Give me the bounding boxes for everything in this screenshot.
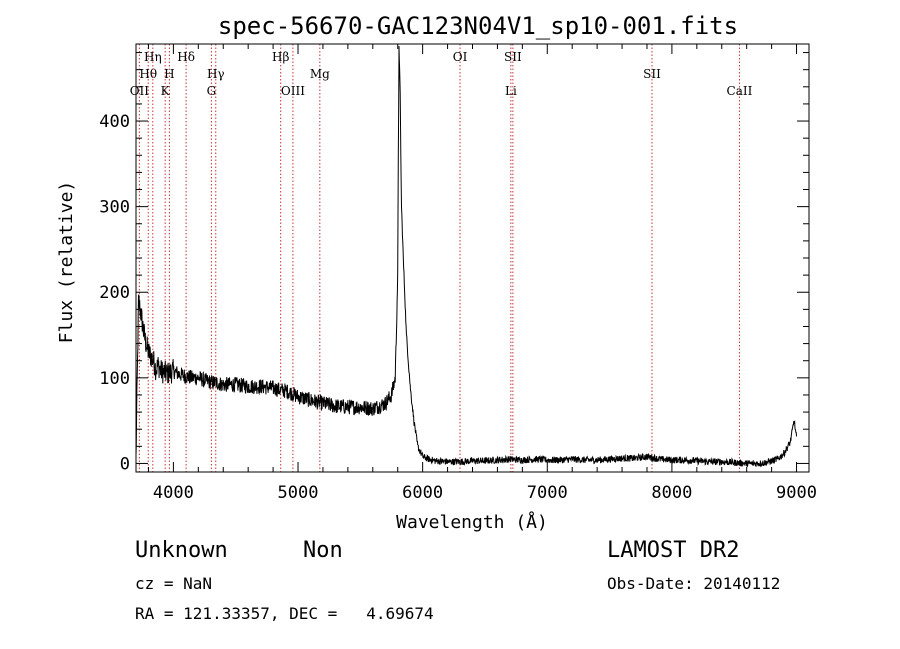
y-tick-label-4: 400 [99,112,130,132]
line-label-14: SII [643,67,661,81]
obs-date-label: Obs-Date: 20140112 [607,574,781,593]
line-label-5: Hδ [177,50,195,64]
plot-frame [135,43,810,473]
line-label-2: Hη [144,50,162,64]
line-label-15: CaII [727,84,753,98]
y-tick-label-3: 300 [99,198,130,218]
line-label-9: OIII [281,84,305,98]
line-label-3: K [161,84,171,98]
subclass-label: Non [303,538,343,563]
x-tick-label-2: 6000 [402,483,443,503]
y-tick-label-1: 100 [99,369,130,389]
classification-label: Unknown [135,538,228,563]
line-label-6: G [207,84,217,98]
x-tick-label-1: 5000 [278,483,319,503]
chart-title: spec-56670-GAC123N04V1_sp10-001.fits [218,12,738,40]
spectrum-line [135,46,797,468]
x-tick-label-0: 4000 [153,483,194,503]
survey-label: LAMOST DR2 [607,538,740,563]
x-tick-label-5: 9000 [776,483,817,503]
line-label-8: Hβ [272,50,289,64]
line-label-12: Li [505,84,517,98]
x-axis-label: Wavelength (Å) [396,511,548,533]
line-label-4: H [164,67,174,81]
line-label-11: OI [453,50,468,64]
line-label-13: SII [504,50,522,64]
axes: 4000 5000 6000 7000 8000 9000 0 100 200 300 400 [99,44,817,503]
x-tick-label-3: 7000 [527,483,568,503]
line-label-0: OII [130,84,150,98]
y-tick-label-2: 200 [99,283,130,303]
x-tick-label-4: 8000 [651,483,692,503]
line-label-10: Mg [310,67,330,81]
line-label-7: Hγ [207,67,225,81]
line-label-1: Hθ [139,67,157,81]
redshift-label: cz = NaN [135,574,213,593]
y-tick-label-0: 0 [120,454,130,474]
spectrum-series [135,46,797,468]
coordinates-label: RA = 121.33357, DEC = 4.69674 [135,604,434,623]
y-axis-label: Flux (relative) [56,181,77,344]
